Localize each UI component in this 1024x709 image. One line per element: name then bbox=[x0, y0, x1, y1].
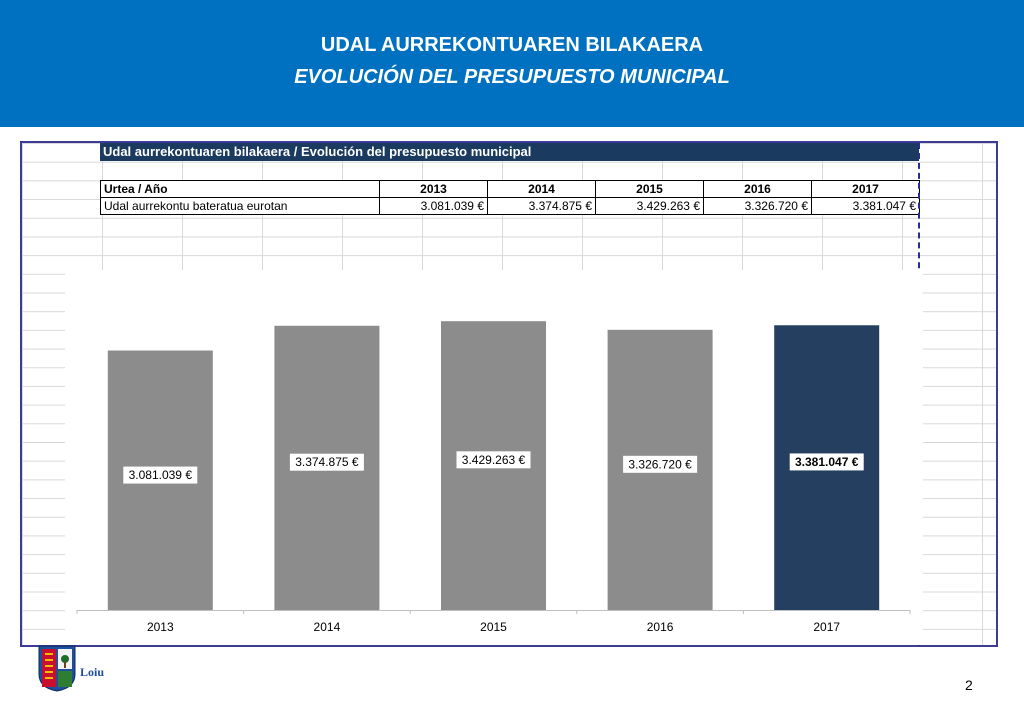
chart-area: 3.081.039 € 2013 3.374.875 € 2014 3.429.263 … bbox=[65, 270, 923, 645]
x-tick-label: 2015 bbox=[480, 620, 507, 634]
logo-text: Loiu bbox=[80, 665, 105, 679]
data-label: 3.081.039 € bbox=[129, 468, 193, 482]
table-header-row: Urtea / Año 2013 2014 2015 2016 2017 bbox=[100, 180, 920, 198]
table-year: 2014 bbox=[487, 180, 596, 198]
coat-of-arms-logo bbox=[38, 645, 76, 692]
data-label-box bbox=[789, 453, 864, 471]
table-year: 2015 bbox=[595, 180, 704, 198]
data-label: 3.374.875 € bbox=[295, 455, 359, 469]
page-title: UDAL AURREKONTUAREN BILAKAERA bbox=[320, 34, 704, 56]
table-row-label: Udal aurrekontu bateratua eurotan bbox=[100, 197, 380, 215]
data-label-box bbox=[456, 451, 531, 469]
table-year: 2017 bbox=[811, 180, 920, 198]
data-label-box bbox=[623, 455, 698, 473]
table-header-label: Urtea / Año bbox=[100, 180, 380, 198]
bar-chart: 3.081.039 € 2013 3.374.875 € 2014 3.429.263 … bbox=[76, 321, 911, 634]
table-value: 3.381.047 € bbox=[811, 197, 920, 215]
x-tick-label: 2017 bbox=[813, 620, 840, 634]
data-label: 3.429.263 € bbox=[462, 453, 526, 467]
table-year: 2016 bbox=[703, 180, 812, 198]
header-banner: UDAL AURREKONTUAREN BILAKAERA EVOLUCIÓN … bbox=[0, 0, 1024, 127]
x-tick-label: 2014 bbox=[314, 620, 341, 634]
data-label-box bbox=[289, 453, 364, 471]
budget-table: Urtea / Año 2013 2014 2015 2016 2017 Uda… bbox=[100, 180, 920, 215]
table-value: 3.081.039 € bbox=[379, 197, 488, 215]
page-subtitle: EVOLUCIÓN DEL PRESUPUESTO MUNICIPAL bbox=[294, 66, 730, 88]
table-title: Udal aurrekontuaren bilakaera / Evolució… bbox=[100, 143, 919, 161]
table-value: 3.374.875 € bbox=[487, 197, 596, 215]
data-label: 3.326.720 € bbox=[628, 457, 692, 471]
data-label: 3.381.047 € bbox=[795, 455, 859, 469]
data-label-box bbox=[123, 466, 198, 484]
x-tick-label: 2016 bbox=[647, 620, 674, 634]
table-row: Udal aurrekontu bateratua eurotan 3.081.… bbox=[100, 197, 920, 215]
table-value: 3.429.263 € bbox=[595, 197, 704, 215]
x-tick-label: 2013 bbox=[147, 620, 174, 634]
table-value: 3.326.720 € bbox=[703, 197, 812, 215]
table-year: 2013 bbox=[379, 180, 488, 198]
page-number: 2 bbox=[965, 677, 973, 693]
